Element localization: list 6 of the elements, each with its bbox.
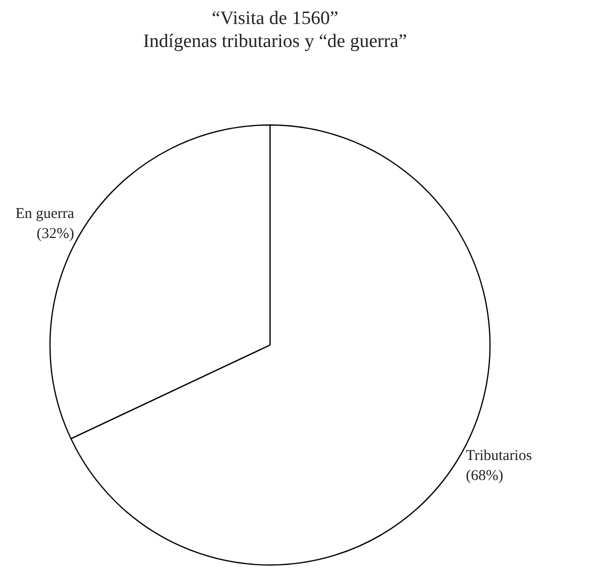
slice-label: En guerra <box>15 206 75 222</box>
data-label: (32%) <box>36 226 74 242</box>
slice-label: Tributarios <box>466 448 532 464</box>
chart-title: “Visita de 1560” <box>212 8 338 29</box>
data-label: (68%) <box>466 468 504 484</box>
chart-subtitle: Indígenas tributarios y “de guerra” <box>143 31 407 52</box>
